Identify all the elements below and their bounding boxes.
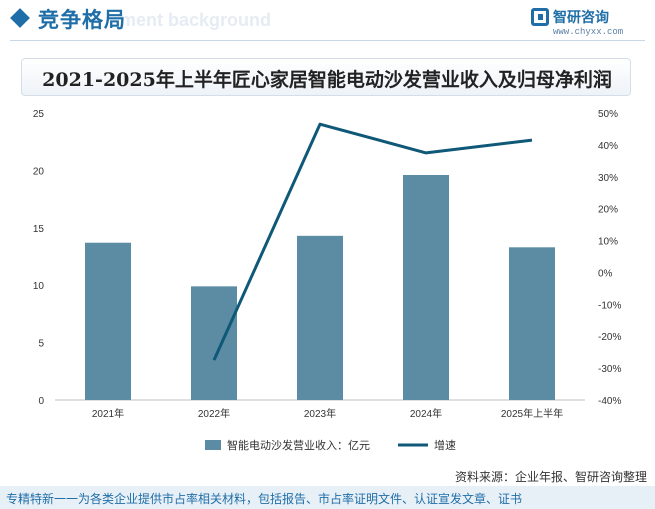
chart-title: 2021-2025年上半年匠心家居智能电动沙发营业收入及归母净利润 — [42, 69, 612, 91]
header-divider — [10, 40, 645, 41]
right-axis-tick-label: 0% — [598, 268, 613, 279]
right-axis-tick-label: 20% — [598, 205, 618, 216]
legend-bar-swatch — [205, 440, 221, 450]
right-axis-tick-label: 50% — [598, 109, 618, 120]
right-axis-tick-label: -20% — [598, 332, 621, 343]
section-title: 竞争格局 — [38, 8, 126, 32]
revenue-bar — [297, 235, 343, 400]
right-axis-tick-label: -30% — [598, 364, 621, 375]
x-axis-tick-label: 2023年 — [304, 407, 336, 420]
footer-text: 专精特新一一为各类企业提供市占率相关材料，包括报告、市占率证明文件、认证宣发文章… — [6, 492, 523, 506]
x-axis-tick-label: 2021年 — [92, 407, 124, 420]
right-axis-tick-label: 40% — [598, 141, 618, 152]
source-note: 资料来源：企业年报、智研咨询整理 — [454, 470, 647, 484]
brand-logo-block: 智研咨询 www.chyxx.com — [531, 6, 641, 40]
growth-line — [212, 122, 533, 361]
chart-canvas: 0 5 10 15 20 25 -40% -30% -20% -10% 0% 10% 20% 30% 40%… — [33, 109, 622, 452]
left-axis-tick-label: 5 — [38, 339, 44, 350]
footer-bar: 专精特新一一为各类企业提供市占率相关材料，包括报告、市占率证明文件、认证宣发文章… — [0, 486, 655, 509]
brand-name: 智研咨询 — [553, 10, 609, 26]
brand-url: www.chyxx.com — [553, 27, 624, 37]
left-axis-tick-label: 15 — [33, 224, 45, 235]
section-header: ment background 竞争格局 智研咨询 www.chyxx.com — [0, 0, 655, 44]
left-axis-tick-label: 25 — [33, 109, 45, 120]
right-axis-tick-label: -10% — [598, 300, 621, 311]
revenue-bar — [191, 286, 237, 400]
legend-bar-label: 智能电动沙发营业收入：亿元 — [227, 438, 370, 452]
right-axis-tick-label: -40% — [598, 396, 621, 407]
ghost-watermark-text: ment background — [120, 10, 272, 30]
x-axis-tick-label: 2022年 — [198, 407, 230, 420]
left-axis-tick-label: 10 — [33, 281, 45, 292]
right-axis-tick-label: 30% — [598, 173, 618, 184]
x-axis-tick-label: 2024年 — [410, 407, 442, 420]
left-axis-tick-label: 0 — [38, 396, 44, 407]
legend-line-label: 增速 — [434, 438, 456, 452]
brand-logo-icon — [531, 8, 549, 26]
x-axis-tick-label: 2025年上半年 — [501, 407, 563, 420]
right-axis-tick-label: 10% — [598, 237, 618, 248]
revenue-bar — [85, 242, 131, 400]
chart-title-box: 2021-2025年上半年匠心家居智能电动沙发营业收入及归母净利润 — [21, 58, 631, 96]
left-axis-tick-label: 20 — [33, 166, 45, 177]
revenue-bar — [509, 247, 555, 400]
revenue-bar — [403, 174, 449, 400]
